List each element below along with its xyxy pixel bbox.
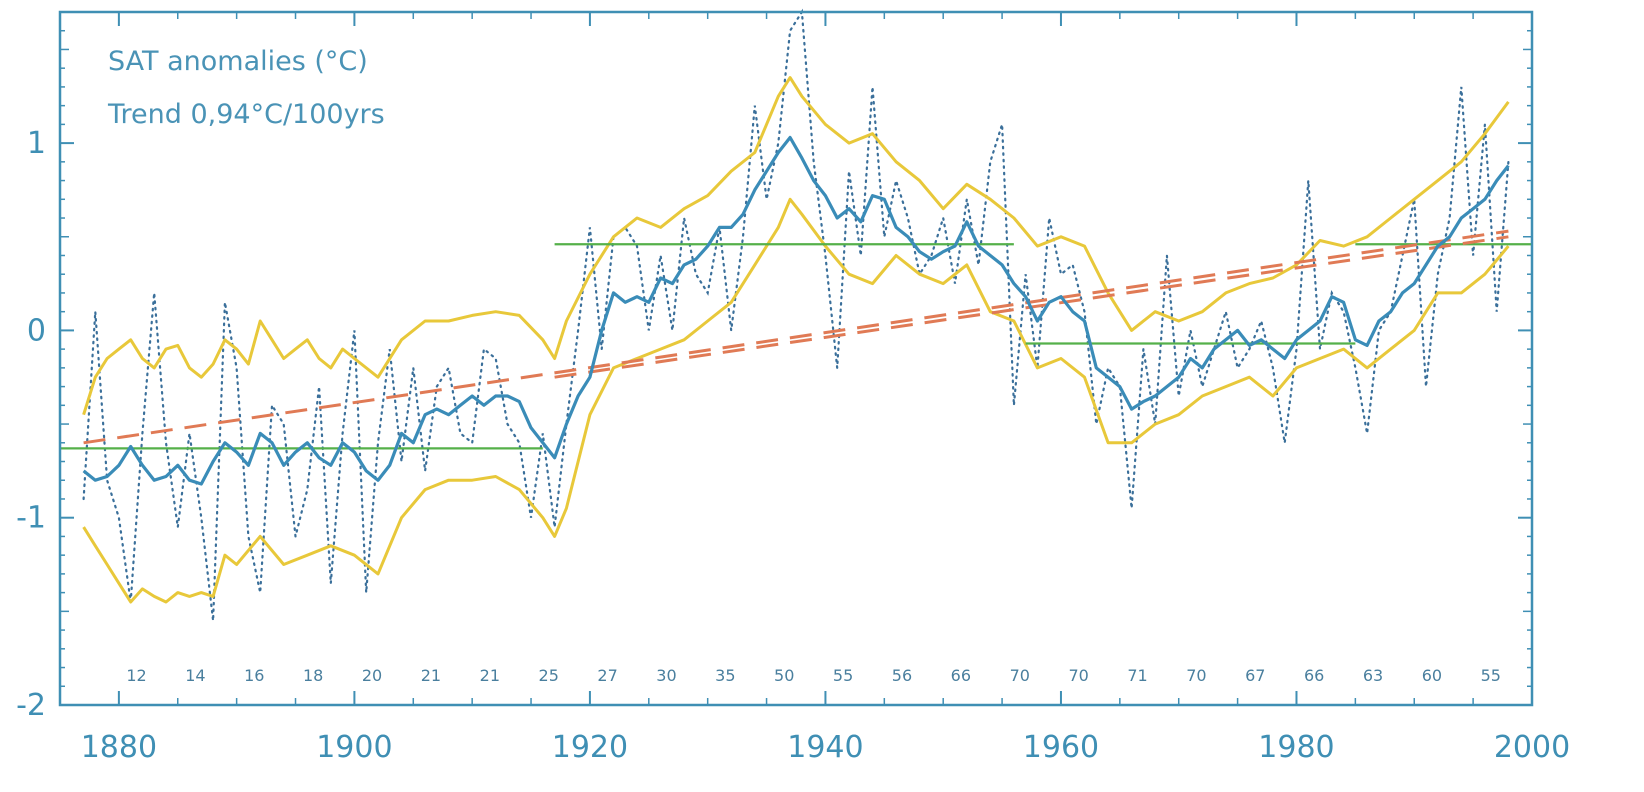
annual-series-line xyxy=(82,8,1510,621)
plot-frame xyxy=(58,10,1534,707)
station-count-label: 18 xyxy=(303,666,323,685)
x-tick-label: 1920 xyxy=(552,730,628,765)
y-tick-label: 1 xyxy=(27,126,46,161)
station-count-label: 25 xyxy=(539,666,559,685)
station-count-label: 20 xyxy=(362,666,382,685)
station-count-label: 30 xyxy=(656,666,676,685)
legend-title: SAT anomalies (°C) xyxy=(108,46,368,77)
station-count-label: 50 xyxy=(774,666,794,685)
station-count-label: 55 xyxy=(833,666,853,685)
station-count-label: 63 xyxy=(1363,666,1383,685)
station-count-label: 70 xyxy=(1068,666,1088,685)
x-tick-label: 1960 xyxy=(1023,730,1099,765)
text-layer: SAT anomalies (°C) Trend 0,94°C/100yrs 1… xyxy=(16,46,1570,765)
x-tick-label: 1900 xyxy=(316,730,392,765)
station-count-label: 66 xyxy=(1304,666,1324,685)
station-count-label: 56 xyxy=(892,666,912,685)
station-count-label: 67 xyxy=(1245,666,1265,685)
x-tick-label: 1980 xyxy=(1258,730,1334,765)
station-count-label: 60 xyxy=(1422,666,1442,685)
station-count-label: 21 xyxy=(480,666,500,685)
station-count-label: 71 xyxy=(1127,666,1147,685)
station-count-label: 21 xyxy=(421,666,441,685)
station-count-label: 70 xyxy=(1186,666,1206,685)
upper-bound-line xyxy=(82,76,1510,416)
station-count-label: 70 xyxy=(1010,666,1030,685)
station-count-label: 66 xyxy=(951,666,971,685)
x-tick-label: 1880 xyxy=(81,730,157,765)
station-count-label: 35 xyxy=(715,666,735,685)
station-count-label: 14 xyxy=(185,666,205,685)
legend-trend: Trend 0,94°C/100yrs xyxy=(107,99,385,130)
x-tick-label: 2000 xyxy=(1494,730,1570,765)
lower-bound-line xyxy=(82,197,1510,604)
series-layer xyxy=(60,8,1532,621)
axis-layer xyxy=(58,10,1534,707)
y-tick-label: -1 xyxy=(16,501,46,536)
x-tick-label: 1940 xyxy=(787,730,863,765)
linear-trend-line xyxy=(83,229,1509,445)
station-count-label: 55 xyxy=(1481,666,1501,685)
smoothed-series-line xyxy=(82,135,1510,486)
station-count-label: 16 xyxy=(244,666,264,685)
station-count-label: 27 xyxy=(597,666,617,685)
station-count-label: 12 xyxy=(126,666,146,685)
y-tick-label: -2 xyxy=(16,688,46,723)
y-tick-label: 0 xyxy=(27,313,46,348)
